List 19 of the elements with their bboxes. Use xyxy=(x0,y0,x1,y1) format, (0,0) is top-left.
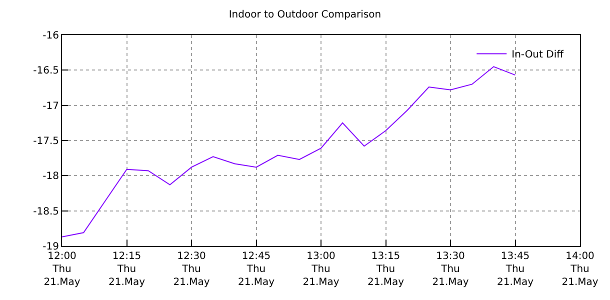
y-tick-label: -18.5 xyxy=(33,206,59,218)
x-tick-label: 12:30 Thu 21.May xyxy=(173,251,210,288)
x-tick-label: 13:30 Thu 21.May xyxy=(432,251,469,288)
x-tick-label: 12:45 Thu 21.May xyxy=(238,251,275,288)
y-tick-label: -18 xyxy=(42,171,59,182)
y-tick-label: -19 xyxy=(42,242,59,252)
x-tick-label: 13:45 Thu 21.May xyxy=(496,251,534,288)
x-tick-label: 12:00 Thu 21.May xyxy=(44,251,80,288)
x-tick-label: 14:00 Thu 21.May xyxy=(562,251,598,288)
y-tick-label: -17 xyxy=(42,100,59,112)
y-tick-label: -16 xyxy=(42,30,59,42)
y-tick-label: -17.5 xyxy=(33,136,59,147)
legend-label: In-Out Diff xyxy=(512,50,565,61)
x-tick-label: 12:15 Thu 21.May xyxy=(108,251,146,288)
x-tick-label: 13:00 Thu 21.May xyxy=(302,251,340,288)
x-tick-label: 13:15 Thu 21.May xyxy=(367,251,404,288)
y-tick-label: -16.5 xyxy=(33,66,59,77)
line-series xyxy=(62,66,516,238)
chart-title: Indoor to Outdoor Comparison xyxy=(228,10,382,20)
